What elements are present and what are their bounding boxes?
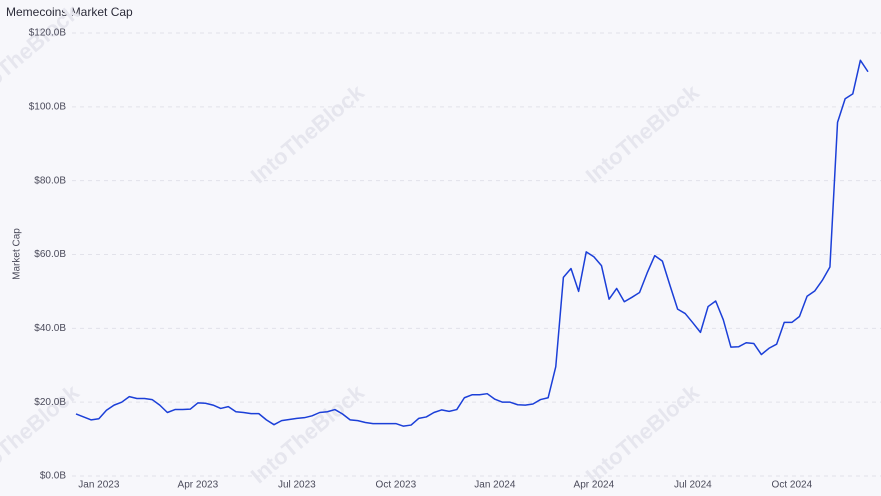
x-tick-label: Jan 2023	[78, 480, 120, 491]
y-axis-label: Market Cap	[12, 228, 23, 280]
y-tick-label: $60.0B	[34, 249, 66, 260]
x-tick-label: Apr 2024	[574, 480, 615, 491]
watermark: IntoTheBlock	[246, 379, 369, 488]
chart-title: Memecoins Market Cap	[6, 5, 133, 19]
y-tick-label: $100.0B	[29, 101, 67, 112]
x-tick-label: Jul 2024	[674, 480, 712, 491]
y-tick-label: $80.0B	[34, 175, 66, 186]
x-tick-label: Jan 2024	[474, 480, 516, 491]
y-tick-label: $120.0B	[29, 28, 67, 39]
watermark: IntoTheBlock	[581, 79, 704, 188]
x-tick-label: Jul 2023	[278, 480, 316, 491]
x-tick-label: Oct 2023	[376, 480, 417, 491]
y-tick-label: $20.0B	[34, 397, 66, 408]
watermarks: IntoTheBlock IntoTheBlock IntoTheBlock I…	[0, 0, 704, 488]
y-tick-label: $0.0B	[40, 471, 66, 482]
x-tick-label: Oct 2024	[772, 480, 813, 491]
line	[75, 59, 869, 427]
watermark: IntoTheBlock	[581, 379, 704, 488]
x-tick-label: Apr 2023	[178, 480, 219, 491]
watermark: IntoTheBlock	[246, 79, 369, 188]
y-tick-label: $40.0B	[34, 323, 66, 334]
